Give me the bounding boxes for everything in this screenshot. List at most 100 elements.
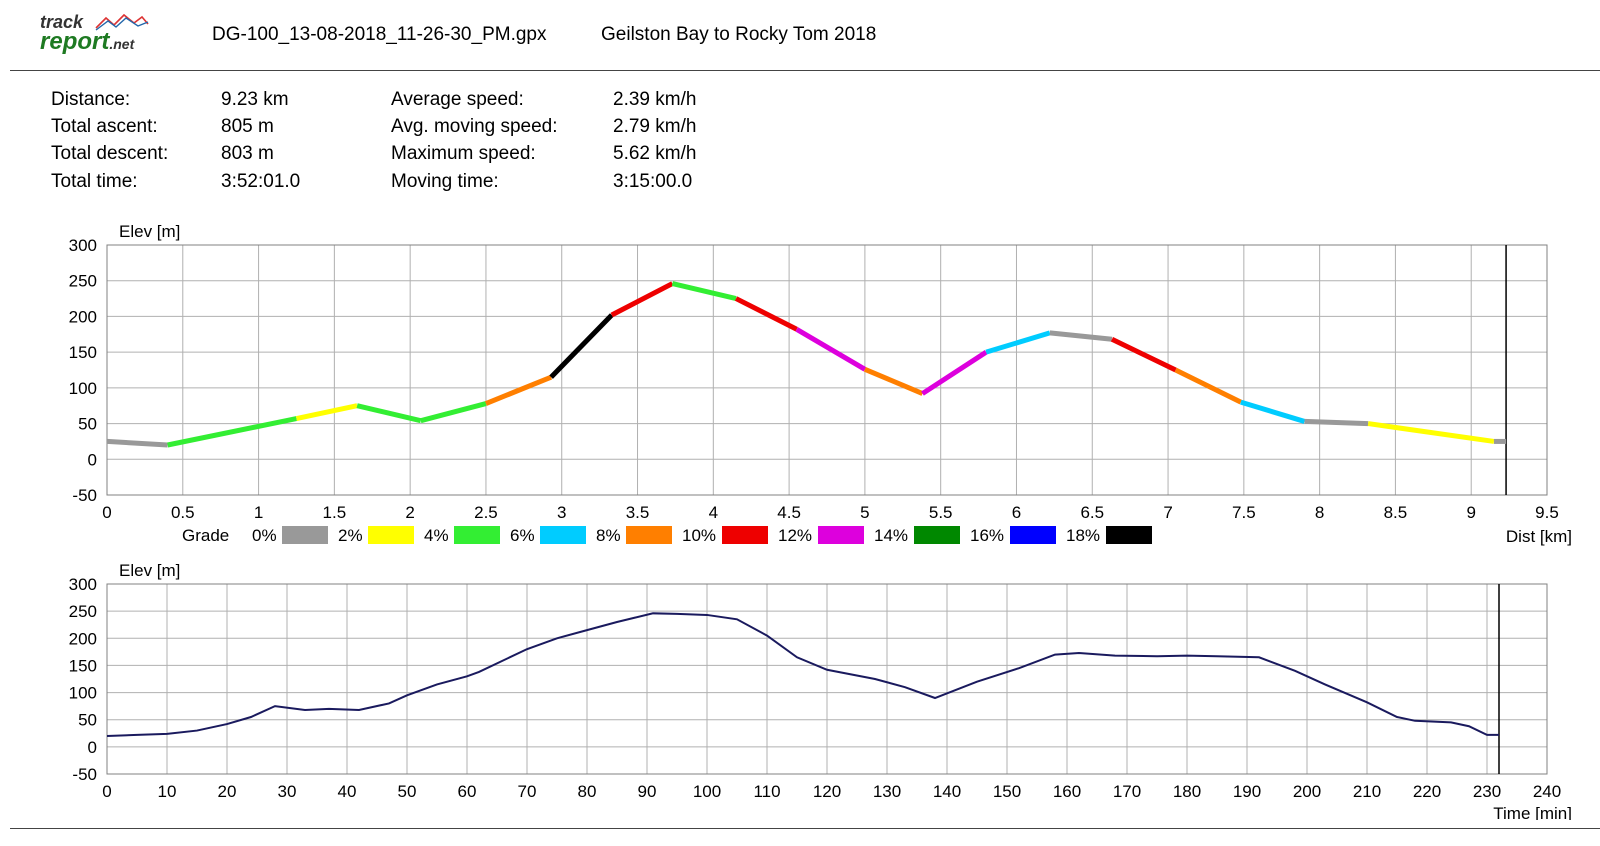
track-name: Geilston Bay to Rocky Tom 2018 <box>601 24 877 45</box>
grade-segment <box>610 281 674 318</box>
stat-label-average-speed: Average speed: <box>391 89 524 110</box>
y-tick-label: 150 <box>69 656 97 675</box>
x-tick-label: 0 <box>102 503 111 522</box>
stat-label-total-ascent: Total ascent: <box>51 116 158 137</box>
stat-value-distance: 9.23 km <box>221 89 289 110</box>
x-tick-label: 10 <box>158 782 177 801</box>
logo[interactable]: track report.net <box>38 10 168 55</box>
x-axis-title: Time [min] <box>1493 804 1572 820</box>
logo-text-track: track <box>40 12 84 32</box>
y-tick-label: 100 <box>69 379 97 398</box>
grade-segment <box>1367 421 1495 444</box>
stat-value-average-speed: 2.39 km/h <box>613 89 697 110</box>
y-tick-label: -50 <box>72 765 97 784</box>
y-tick-label: 200 <box>69 307 97 326</box>
legend-swatch <box>818 526 864 544</box>
stat-label-moving-time: Moving time: <box>391 171 499 192</box>
stat-label-distance: Distance: <box>51 89 131 110</box>
x-tick-label: 5.5 <box>929 503 953 522</box>
x-tick-label: 1.5 <box>323 503 347 522</box>
legend-label: 4% <box>424 526 449 545</box>
stat-label-total-descent: Total descent: <box>51 143 169 164</box>
logo-text-report: report.net <box>40 28 135 55</box>
x-tick-label: 220 <box>1413 782 1441 801</box>
x-tick-label: 150 <box>993 782 1021 801</box>
y-tick-label: 50 <box>78 415 97 434</box>
x-tick-label: 140 <box>933 782 961 801</box>
grade-segment <box>671 281 737 302</box>
y-tick-label: 250 <box>69 272 97 291</box>
legend-swatch <box>282 526 328 544</box>
x-tick-label: 120 <box>813 782 841 801</box>
legend-label: 2% <box>338 526 363 545</box>
grade-segment <box>356 403 422 424</box>
x-tick-label: 40 <box>338 782 357 801</box>
y-tick-label: 0 <box>88 738 97 757</box>
x-tick-label: 160 <box>1053 782 1081 801</box>
legend-swatch <box>626 526 672 544</box>
x-tick-label: 90 <box>638 782 657 801</box>
x-tick-label: 50 <box>398 782 417 801</box>
x-tick-label: 80 <box>578 782 597 801</box>
y-tick-label: 300 <box>69 575 97 594</box>
legend-swatch <box>722 526 768 544</box>
y-tick-label: 150 <box>69 343 97 362</box>
x-tick-label: 2 <box>405 503 414 522</box>
x-tick-label: 100 <box>693 782 721 801</box>
stat-label-avg-moving-speed: Avg. moving speed: <box>391 116 558 137</box>
header-divider <box>10 70 1600 71</box>
grade-segment <box>106 438 168 448</box>
y-tick-label: 300 <box>69 236 97 255</box>
grade-segment <box>734 296 798 332</box>
legend-label: 12% <box>778 526 812 545</box>
legend-swatch <box>1106 526 1152 544</box>
x-tick-label: 200 <box>1293 782 1321 801</box>
x-tick-label: 6.5 <box>1080 503 1104 522</box>
stat-value-total-time: 3:52:01.0 <box>221 171 301 192</box>
grade-segment <box>921 350 988 396</box>
legend-swatch <box>914 526 960 544</box>
stat-label-maximum-speed: Maximum speed: <box>391 143 536 164</box>
x-tick-label: 0 <box>102 782 111 801</box>
grade-segment <box>1174 367 1242 405</box>
y-axis-title: Elev [m] <box>119 222 180 241</box>
legend-label: 10% <box>682 526 716 545</box>
x-tick-label: 9 <box>1466 503 1475 522</box>
legend-swatch <box>1010 526 1056 544</box>
y-tick-label: 0 <box>88 450 97 469</box>
stat-value-moving-time: 3:15:00.0 <box>613 171 693 192</box>
y-axis-title: Elev [m] <box>119 561 180 580</box>
x-tick-label: 7.5 <box>1232 503 1256 522</box>
grade-segment <box>795 327 867 372</box>
x-tick-label: 190 <box>1233 782 1261 801</box>
x-tick-label: 3.5 <box>626 503 650 522</box>
x-tick-label: 170 <box>1113 782 1141 801</box>
grade-segment <box>1110 337 1177 373</box>
grade-segment <box>295 403 358 422</box>
legend-swatch <box>368 526 414 544</box>
logo-text-net: .net <box>109 36 135 52</box>
x-tick-label: 110 <box>753 782 780 801</box>
y-tick-label: 50 <box>78 711 97 730</box>
grade-segment <box>985 330 1051 355</box>
x-tick-label: 0.5 <box>171 503 195 522</box>
legend-label: 6% <box>510 526 535 545</box>
legend-title: Grade <box>182 526 229 545</box>
x-tick-label: 7 <box>1163 503 1172 522</box>
x-tick-label: 9.5 <box>1535 503 1559 522</box>
x-tick-label: 3 <box>557 503 566 522</box>
grade-segment <box>420 401 487 424</box>
legend-swatch <box>454 526 500 544</box>
y-tick-label: 100 <box>69 684 97 703</box>
x-tick-label: 30 <box>278 782 297 801</box>
mountain-icon <box>95 13 149 31</box>
x-axis-title: Dist [km] <box>1506 527 1572 546</box>
legend-label: 16% <box>970 526 1004 545</box>
legend-label: 8% <box>596 526 621 545</box>
grade-segment <box>167 416 297 448</box>
y-tick-label: 200 <box>69 629 97 648</box>
plot-frame <box>106 244 1548 496</box>
time-elevation-chart: 0 10 20 30 40 50 60 70 80 90 100 110 120 130 140 150 160… <box>69 561 1572 820</box>
stat-value-maximum-speed: 5.62 km/h <box>613 143 697 164</box>
plot-frame <box>106 583 1548 775</box>
